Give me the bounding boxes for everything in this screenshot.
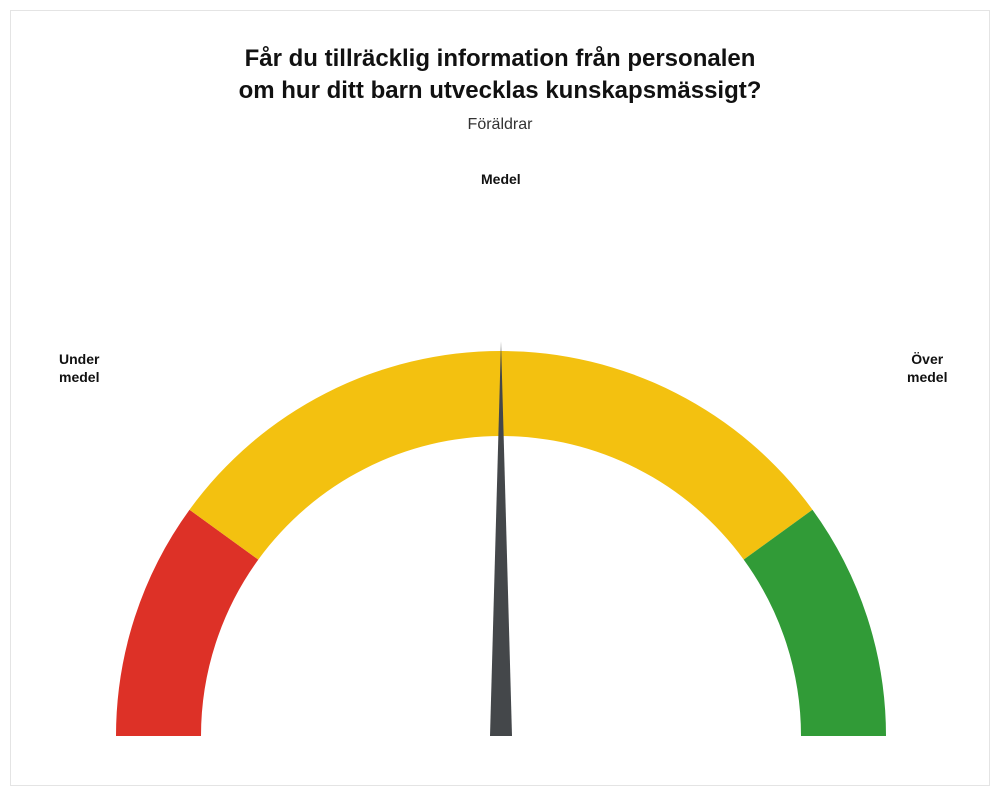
gauge-chart bbox=[11, 161, 991, 781]
gauge-label-top: Medel bbox=[481, 171, 521, 187]
gauge-label-right: Över medel bbox=[907, 351, 947, 386]
chart-subtitle: Föräldrar bbox=[11, 116, 989, 134]
title-block: Får du tillräcklig information från pers… bbox=[11, 43, 989, 134]
chart-title-line1: Får du tillräcklig information från pers… bbox=[11, 43, 989, 75]
chart-title-line2: om hur ditt barn utvecklas kunskapsmässi… bbox=[11, 75, 989, 107]
gauge-label-left: Under medel bbox=[59, 351, 99, 386]
chart-card: Får du tillräcklig information från pers… bbox=[10, 10, 990, 786]
